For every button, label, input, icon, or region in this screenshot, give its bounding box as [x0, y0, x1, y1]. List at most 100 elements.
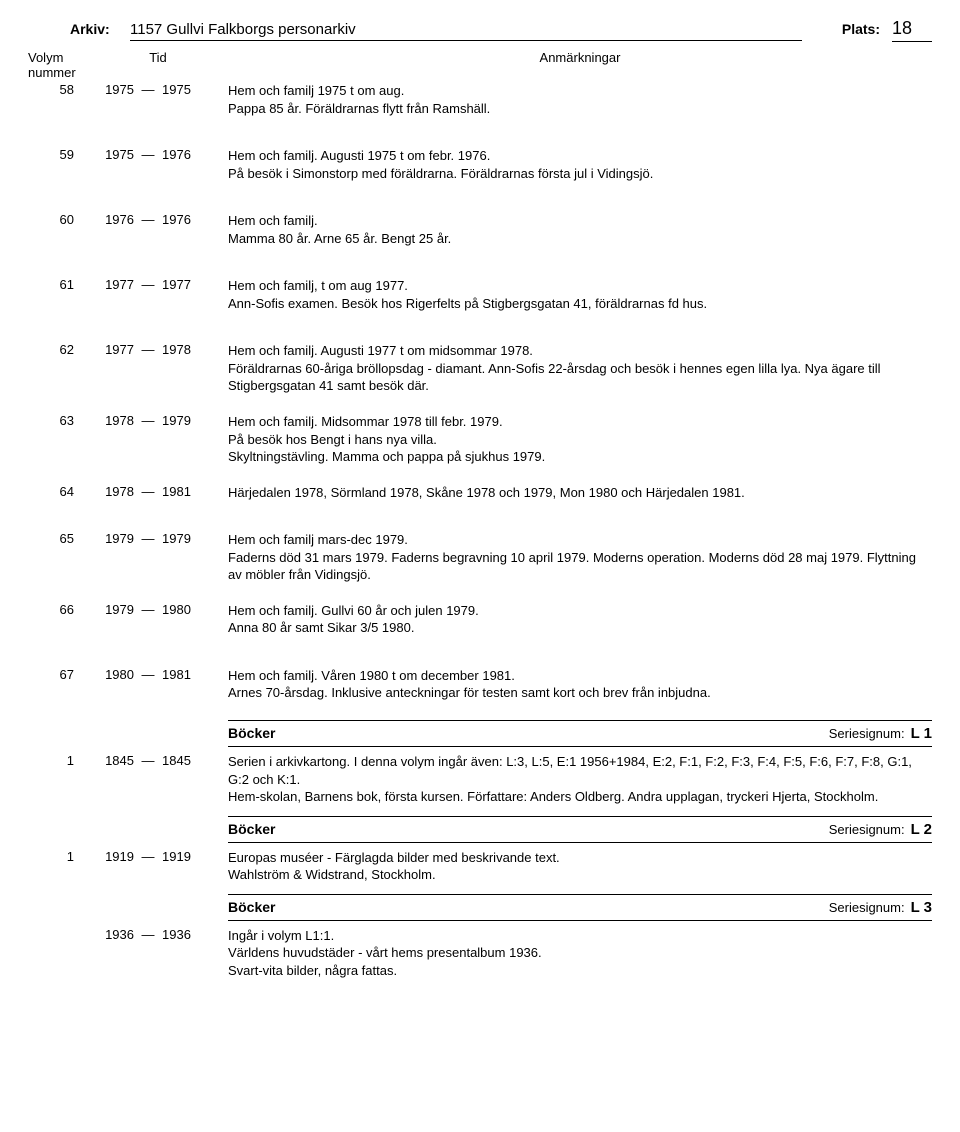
series-row: 11919—1919Europas muséer - Färglagda bil…	[28, 849, 932, 884]
entry-year-from: 1979	[88, 602, 134, 617]
entry-num: 67	[28, 667, 88, 702]
entry-notes: Hem och familj. Mamma 80 år. Arne 65 år.…	[228, 212, 932, 247]
entry-tid: 1980—1981	[88, 667, 228, 702]
entry-tid: 1977—1978	[88, 342, 228, 395]
entry-year-from: 1980	[88, 667, 134, 682]
group-gap	[28, 135, 932, 147]
col-header-anm: Anmärkningar	[228, 50, 932, 80]
series-title: Böcker	[228, 725, 829, 741]
series-title: Böcker	[228, 821, 829, 837]
series-row-tid: 1845—1845	[88, 753, 228, 806]
arkiv-label: Arkiv:	[28, 21, 130, 37]
entry-year-from: 1977	[88, 342, 134, 357]
entry-tid: 1975—1975	[88, 82, 228, 117]
series-row-notes: Ingår i volym L1:1. Världens huvudstäder…	[228, 927, 932, 980]
series-row: 1936—1936Ingår i volym L1:1. Världens hu…	[28, 927, 932, 980]
series-sig-value: L 2	[911, 821, 932, 838]
entry-notes: Hem och familj. Augusti 1975 t om febr. …	[228, 147, 932, 182]
entry-notes: Hem och familj mars-dec 1979. Faderns dö…	[228, 531, 932, 584]
series-year-from: 1919	[88, 849, 134, 884]
arkiv-value: 1157 Gullvi Falkborgs personarkiv	[130, 21, 802, 41]
entry-year-to: 1977	[162, 277, 208, 292]
entry-year-from: 1975	[88, 147, 134, 162]
dash-icon: —	[134, 413, 162, 428]
entry-tid: 1978—1979	[88, 413, 228, 466]
series-row-num	[28, 927, 88, 980]
entry-year-to: 1975	[162, 82, 208, 97]
entry-tid: 1979—1979	[88, 531, 228, 584]
series-sig-label: Seriesignum:	[829, 822, 905, 837]
dash-icon: —	[134, 667, 162, 682]
plats-value: 18	[892, 18, 932, 42]
series-row-notes: Europas muséer - Färglagda bilder med be…	[228, 849, 932, 884]
column-headers: Volym nummer Tid Anmärkningar	[28, 50, 932, 80]
entry-num: 58	[28, 82, 88, 117]
series-sig-value: L 3	[911, 899, 932, 916]
entry-tid: 1977—1977	[88, 277, 228, 312]
entry-num: 59	[28, 147, 88, 182]
plats-label: Plats:	[842, 21, 880, 37]
entry-num: 60	[28, 212, 88, 247]
series-row-tid: 1919—1919	[88, 849, 228, 884]
entry-row: 591975—1976 Hem och familj. Augusti 1975 …	[28, 147, 932, 182]
entry-num: 65	[28, 531, 88, 584]
entry-row: 641978—1981Härjedalen 1978, Sörmland 197…	[28, 484, 932, 502]
entry-num: 64	[28, 484, 88, 502]
header-row: Arkiv: 1157 Gullvi Falkborgs personarkiv…	[28, 18, 932, 42]
series-year-from: 1845	[88, 753, 134, 806]
col-header-tid: Tid	[88, 50, 228, 80]
entry-year-to: 1981	[162, 484, 208, 499]
entry-row: 611977—1977Hem och familj, t om aug 1977…	[28, 277, 932, 312]
series-sig-label: Seriesignum:	[829, 900, 905, 915]
col-header-volym: Volym nummer	[28, 50, 88, 80]
entry-notes: Hem och familj. Våren 1980 t om december…	[228, 667, 932, 702]
entry-notes: Hem och familj. Augusti 1977 t om midsom…	[228, 342, 932, 395]
entry-notes: Hem och familj, t om aug 1977. Ann-Sofis…	[228, 277, 932, 312]
entry-row: 581975—1975Hem och familj 1975 t om aug.…	[28, 82, 932, 117]
series-row-num: 1	[28, 849, 88, 884]
entry-tid: 1978—1981	[88, 484, 228, 502]
series-year-to: 1936	[162, 927, 208, 980]
entry-year-from: 1977	[88, 277, 134, 292]
entry-num: 62	[28, 342, 88, 395]
entries-list: 581975—1975Hem och familj 1975 t om aug.…	[28, 82, 932, 702]
dash-icon: —	[134, 147, 162, 162]
dash-icon: —	[134, 927, 162, 980]
entry-year-from: 1979	[88, 531, 134, 546]
entry-year-from: 1975	[88, 82, 134, 97]
entry-year-to: 1976	[162, 147, 208, 162]
group-gap	[28, 200, 932, 212]
series-year-to: 1919	[162, 849, 208, 884]
dash-icon: —	[134, 82, 162, 97]
series-bar: BöckerSeriesignum:L 3	[228, 894, 932, 921]
entry-year-from: 1978	[88, 484, 134, 499]
series-row: 11845—1845Serien i arkivkartong. I denna…	[28, 753, 932, 806]
series-list: BöckerSeriesignum:L 111845—1845Serien i …	[28, 720, 932, 979]
entry-notes: Härjedalen 1978, Sörmland 1978, Skåne 19…	[228, 484, 932, 502]
entry-tid: 1976—1976	[88, 212, 228, 247]
entry-num: 63	[28, 413, 88, 466]
entry-year-from: 1976	[88, 212, 134, 227]
dash-icon: —	[134, 849, 162, 884]
entry-year-to: 1980	[162, 602, 208, 617]
entry-row: 631978—1979Hem och familj. Midsommar 197…	[28, 413, 932, 466]
entry-row: 651979—1979Hem och familj mars-dec 1979.…	[28, 531, 932, 584]
entry-notes: Hem och familj. Midsommar 1978 till febr…	[228, 413, 932, 466]
series-bar: BöckerSeriesignum: L 1	[228, 720, 932, 747]
series-row-num: 1	[28, 753, 88, 806]
entry-tid: 1979—1980	[88, 602, 228, 637]
entry-row: 601976—1976Hem och familj. Mamma 80 år. …	[28, 212, 932, 247]
dash-icon: —	[134, 531, 162, 546]
series-sig-value: L 1	[911, 725, 932, 742]
series-sig-label: Seriesignum:	[829, 726, 905, 741]
entry-num: 61	[28, 277, 88, 312]
entry-year-from: 1978	[88, 413, 134, 428]
entry-year-to: 1978	[162, 342, 208, 357]
entry-notes: Hem och familj 1975 t om aug. Pappa 85 å…	[228, 82, 932, 117]
group-gap	[28, 265, 932, 277]
entry-year-to: 1981	[162, 667, 208, 682]
entry-notes: Hem och familj. Gullvi 60 år och julen 1…	[228, 602, 932, 637]
group-gap	[28, 519, 932, 531]
series-row-notes: Serien i arkivkartong. I denna volym ing…	[228, 753, 932, 806]
entry-row: 671980—1981Hem och familj. Våren 1980 t …	[28, 667, 932, 702]
